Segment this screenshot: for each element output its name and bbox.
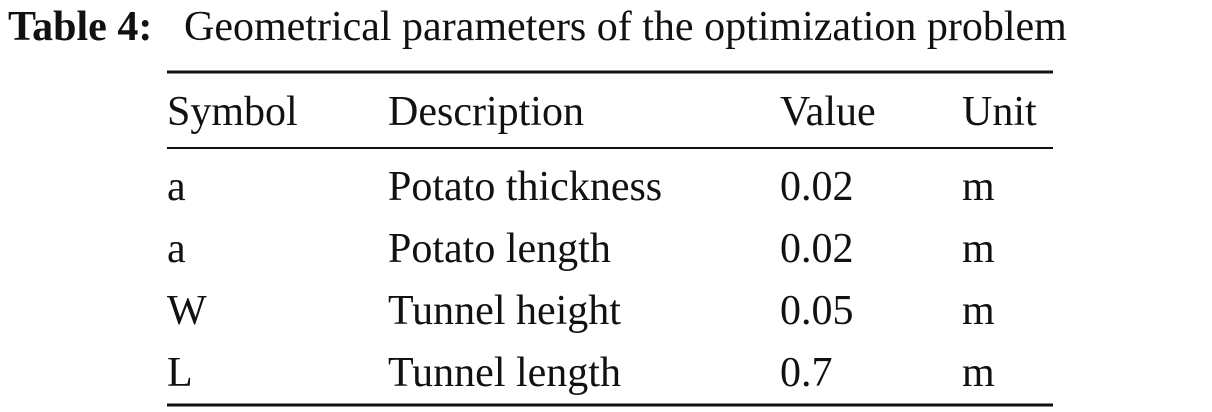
header-cell: Unit bbox=[962, 89, 1037, 135]
table-cell: 0.02 bbox=[780, 226, 854, 272]
table-cell: Tunnel length bbox=[388, 350, 621, 396]
caption-text: Geometrical parameters of the optimizati… bbox=[184, 4, 1067, 50]
table-cell: Potato thickness bbox=[388, 164, 662, 210]
table-cell: L bbox=[167, 350, 193, 396]
header-cell: Symbol bbox=[167, 89, 298, 135]
header-cell: Value bbox=[780, 89, 876, 135]
table-cell: Tunnel height bbox=[388, 288, 621, 334]
table-cell: 0.02 bbox=[780, 164, 854, 210]
table-cell: m bbox=[962, 288, 995, 334]
table-cell: m bbox=[962, 350, 995, 396]
table-cell: 0.05 bbox=[780, 288, 854, 334]
table-cell: a bbox=[167, 226, 186, 272]
table-cell: W bbox=[167, 288, 207, 334]
table-cell: a bbox=[167, 164, 186, 210]
table-cell: m bbox=[962, 164, 995, 210]
table-cell: m bbox=[962, 226, 995, 272]
table-cell: Potato length bbox=[388, 226, 611, 272]
table-cell: 0.7 bbox=[780, 350, 833, 396]
caption-label: Table 4: bbox=[8, 4, 152, 50]
header-cell: Description bbox=[388, 89, 584, 135]
